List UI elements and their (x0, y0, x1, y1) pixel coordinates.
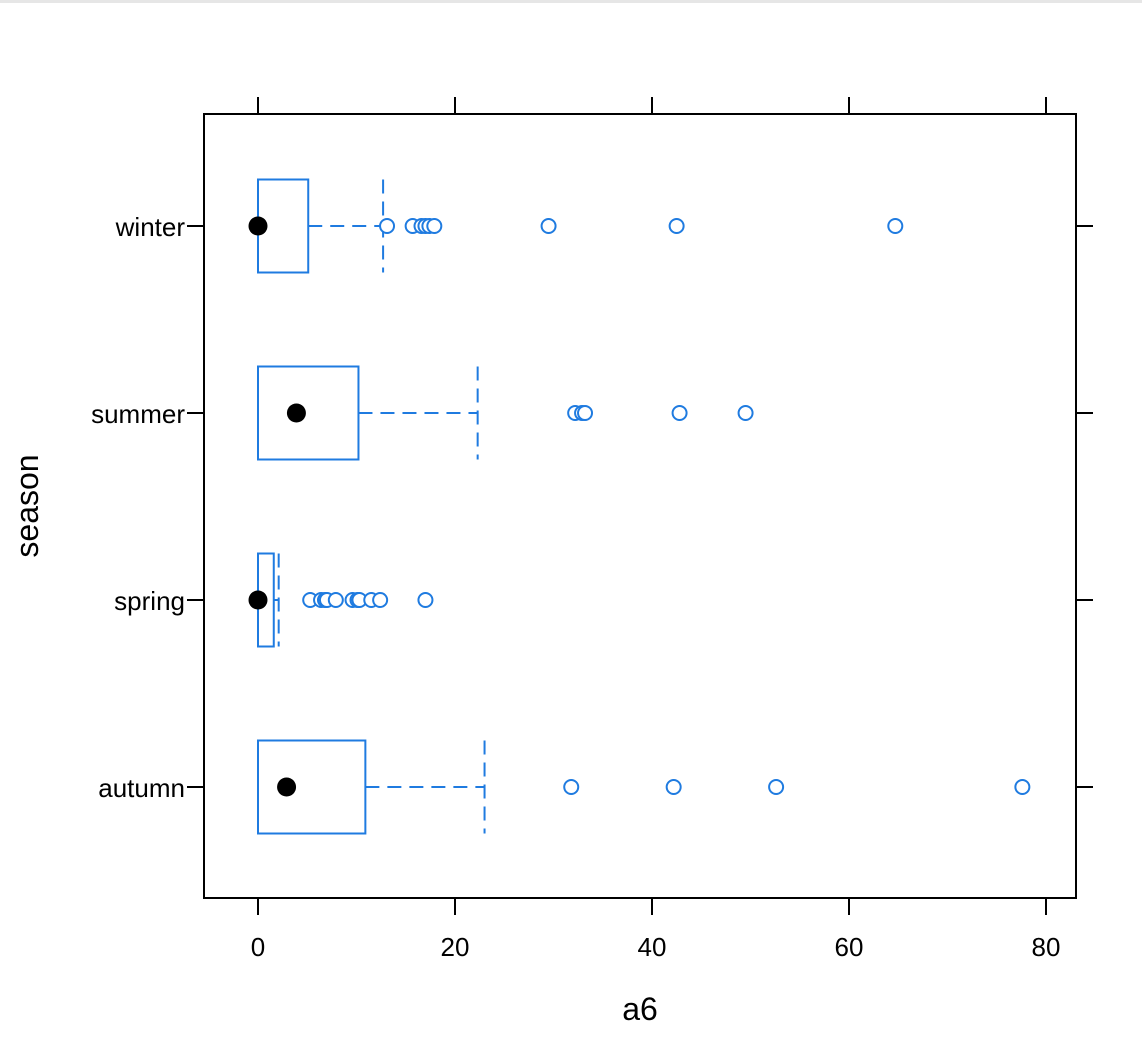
outlier-point (768, 779, 785, 795)
x-axis-label: a6 (622, 991, 658, 1027)
median-dot (286, 403, 306, 423)
plot-frame (203, 113, 1077, 899)
box-autumn (257, 739, 1031, 835)
top-rule (0, 0, 1142, 3)
outlier-point (426, 218, 443, 234)
x-tick-label: 80 (1032, 932, 1061, 962)
box-spring (248, 552, 434, 648)
box-summer (257, 365, 754, 461)
x-tick-label: 0 (251, 932, 265, 962)
axis-ticks: 0 20 40 60 80 autumn spring summer winter (91, 97, 1093, 962)
y-tick-label: winter (115, 212, 186, 242)
outlier-point (887, 218, 904, 234)
y-tick-label: spring (114, 586, 185, 616)
y-axis-label: season (9, 454, 45, 557)
iqr-box (257, 739, 367, 835)
outlier-point (671, 405, 688, 421)
x-tick-label: 40 (638, 932, 667, 962)
outlier-point (1014, 779, 1031, 795)
outlier-point (540, 218, 557, 234)
outlier-point (372, 592, 389, 608)
outlier-point (668, 218, 685, 234)
y-tick-label: autumn (98, 773, 185, 803)
outlier-point (665, 779, 682, 795)
median-dot (248, 216, 268, 236)
outlier-point (577, 405, 594, 421)
iqr-box (257, 365, 360, 461)
outlier-point (327, 592, 344, 608)
outlier-point (563, 779, 580, 795)
y-tick-label: summer (91, 399, 185, 429)
median-dot (248, 590, 268, 610)
outlier-point (379, 218, 396, 234)
box-series (248, 178, 1031, 835)
outlier-point (737, 405, 754, 421)
median-dot (277, 777, 297, 797)
outlier-point (417, 592, 434, 608)
x-tick-label: 20 (441, 932, 470, 962)
x-tick-label: 60 (835, 932, 864, 962)
box-winter (248, 178, 904, 274)
